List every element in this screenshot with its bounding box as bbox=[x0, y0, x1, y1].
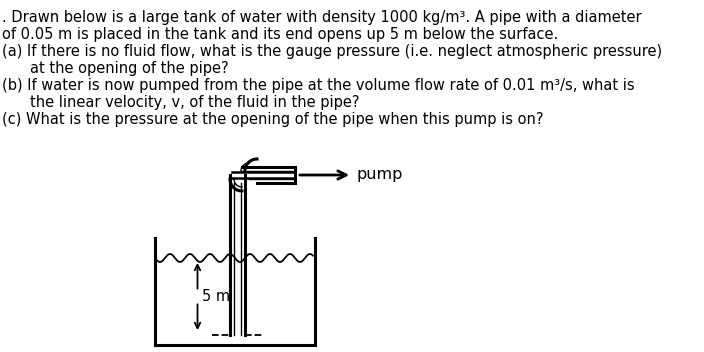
Text: the linear velocity, v, of the fluid in the pipe?: the linear velocity, v, of the fluid in … bbox=[30, 95, 360, 110]
Text: (b) If water is now pumped from the pipe at the volume flow rate of 0.01 m³/s, w: (b) If water is now pumped from the pipe… bbox=[2, 78, 634, 93]
Text: 5 m: 5 m bbox=[203, 289, 231, 304]
Text: (a) If there is no fluid flow, what is the gauge pressure (i.e. neglect atmosphe: (a) If there is no fluid flow, what is t… bbox=[2, 44, 662, 59]
Text: at the opening of the pipe?: at the opening of the pipe? bbox=[30, 61, 229, 76]
Text: pump: pump bbox=[356, 168, 403, 182]
Text: . Drawn below is a large tank of water with density 1000 kg/m³. A pipe with a di: . Drawn below is a large tank of water w… bbox=[2, 10, 641, 25]
Text: (c) What is the pressure at the opening of the pipe when this pump is on?: (c) What is the pressure at the opening … bbox=[2, 112, 543, 127]
Text: of 0.05 m is placed in the tank and its end opens up 5 m below the surface.: of 0.05 m is placed in the tank and its … bbox=[2, 27, 558, 42]
